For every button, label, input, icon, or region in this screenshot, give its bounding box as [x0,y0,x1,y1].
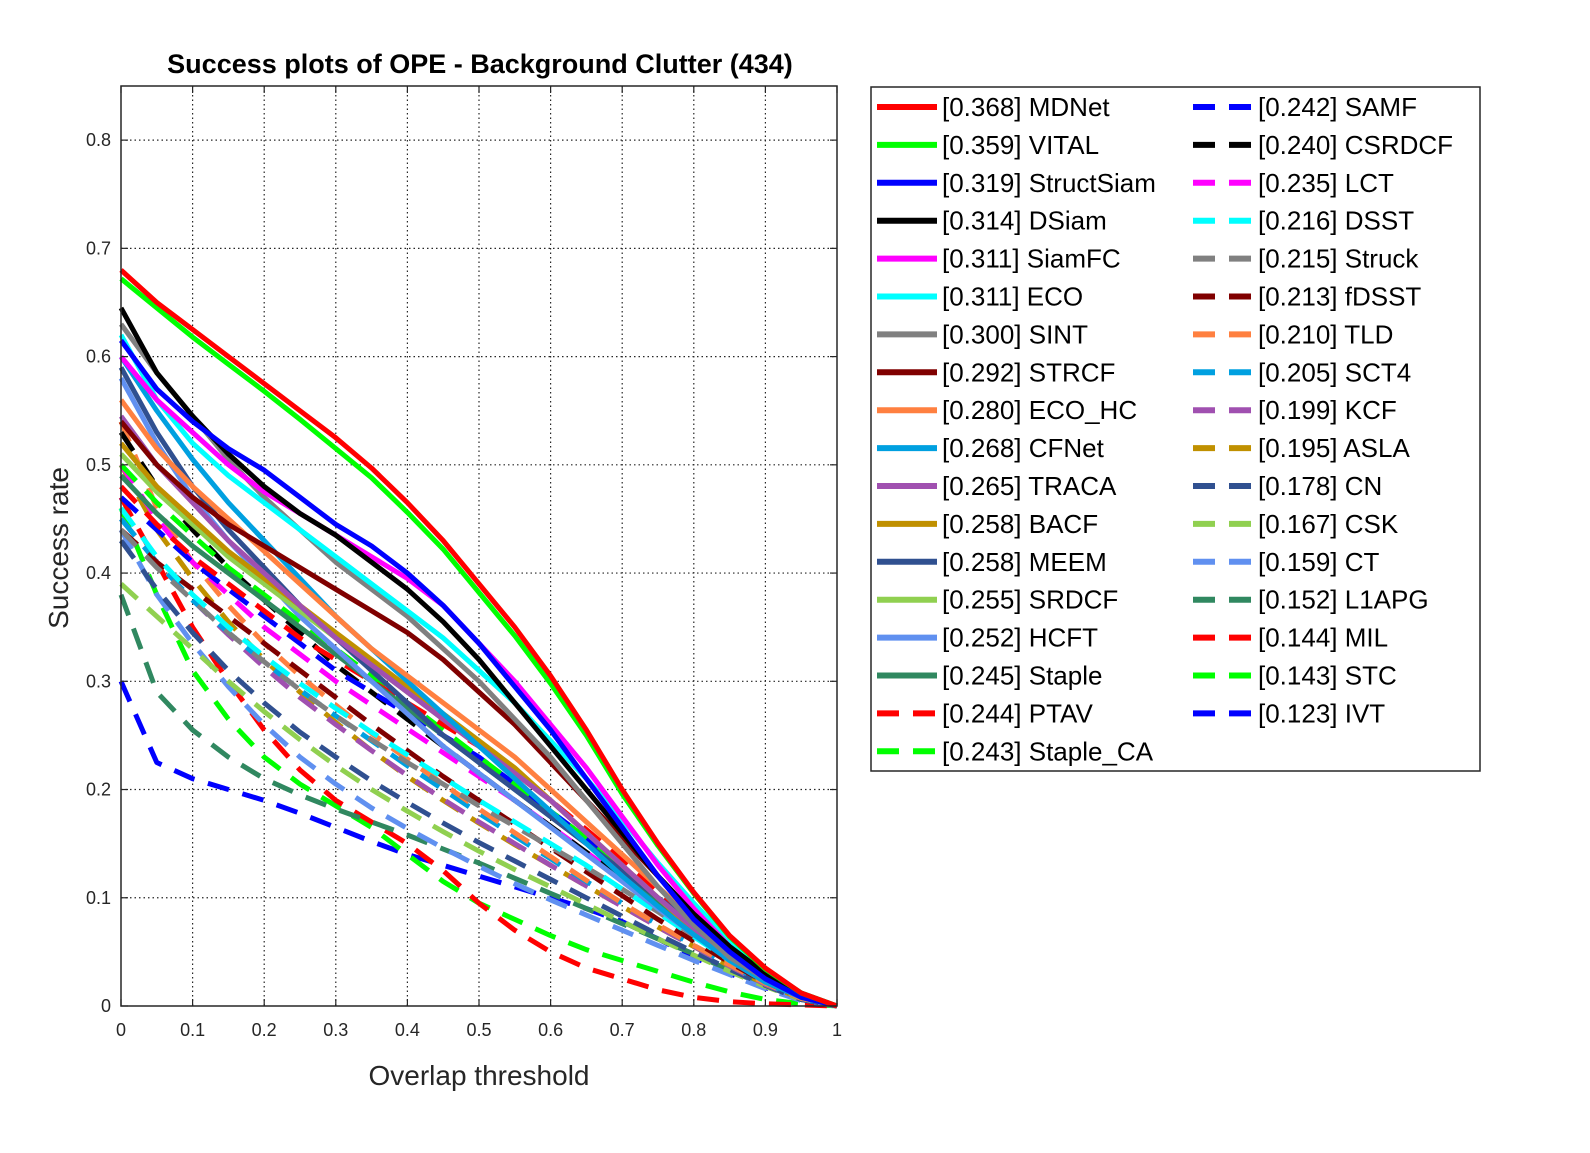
legend-entry: [0.245] Staple [942,661,1102,691]
legend-entry: [0.178] CN [1258,471,1382,501]
legend-entry: [0.243] Staple_CA [942,736,1154,766]
legend-entry: [0.268] CFNet [942,433,1105,463]
y-tick-label: 0.6 [86,347,111,367]
x-tick-label: 0.2 [252,1020,277,1040]
legend-entry: [0.123] IVT [1258,698,1385,728]
legend-entry: [0.292] STRCF [942,357,1115,387]
x-tick-label: 0.8 [681,1020,706,1040]
x-tick-label: 1 [832,1020,842,1040]
x-tick-label: 0.4 [395,1020,420,1040]
legend-entry: [0.210] TLD [1258,319,1393,349]
legend-entry: [0.311] SiamFC [942,244,1121,274]
legend-entry: [0.265] TRACA [942,471,1117,501]
y-tick-label: 0.2 [86,780,111,800]
legend-entry: [0.152] L1APG [1258,585,1429,615]
legend-entry: [0.300] SINT [942,319,1088,349]
legend-entry: [0.359] VITAL [942,130,1099,160]
legend-entry: [0.205] SCT4 [1258,357,1411,387]
legend-entry: [0.368] MDNet [942,92,1110,122]
y-tick-label: 0.3 [86,671,111,691]
legend-entry: [0.255] SRDCF [942,585,1118,615]
legend-entry: [0.167] CSK [1258,509,1399,539]
legend-entry: [0.143] STC [1258,661,1397,691]
legend-entry: [0.311] ECO [942,282,1083,312]
plot-series [121,270,837,1006]
legend-entry: [0.195] ASLA [1258,433,1410,463]
legend-entry: [0.244] PTAV [942,698,1093,728]
legend-entry: [0.215] Struck [1258,244,1419,274]
x-tick-label: 0.6 [538,1020,563,1040]
legend-entry: [0.213] fDSST [1258,282,1421,312]
legend-entry: [0.314] DSiam [942,206,1107,236]
legend-entry: [0.199] KCF [1258,395,1397,425]
x-axis-label: Overlap threshold [368,1060,589,1091]
y-tick-label: 0 [101,996,111,1016]
y-tick-label: 0.7 [86,238,111,258]
legend-entry: [0.319] StructSiam [942,168,1156,198]
legend-entry: [0.216] DSST [1258,206,1414,236]
legend-entry: [0.258] BACF [942,509,1098,539]
legend-entry: [0.159] CT [1258,547,1380,577]
y-axis-label: Success rate [43,467,74,629]
chart-title: Success plots of OPE - Background Clutte… [167,49,793,79]
legend-entry: [0.240] CSRDCF [1258,130,1453,160]
y-tick-label: 0.5 [86,455,111,475]
y-tick-label: 0.1 [86,888,111,908]
legend-entry: [0.258] MEEM [942,547,1107,577]
legend-entry: [0.235] LCT [1258,168,1394,198]
x-tick-label: 0.7 [610,1020,635,1040]
x-tick-label: 0.9 [753,1020,778,1040]
legend-entry: [0.280] ECO_HC [942,395,1137,425]
x-tick-label: 0.3 [323,1020,348,1040]
x-tick-label: 0 [116,1020,126,1040]
grid-lines [121,86,837,1006]
legend: [0.368] MDNet [0.359] VITAL [0.319] Struct… [871,87,1480,771]
legend-entry: [0.242] SAMF [1258,92,1417,122]
legend-entry: [0.144] MIL [1258,623,1388,653]
y-tick-label: 0.8 [86,130,111,150]
legend-entry: [0.252] HCFT [942,623,1098,653]
x-tick-label: 0.1 [180,1020,205,1040]
x-tick-label: 0.5 [466,1020,491,1040]
y-tick-label: 0.4 [86,563,111,583]
